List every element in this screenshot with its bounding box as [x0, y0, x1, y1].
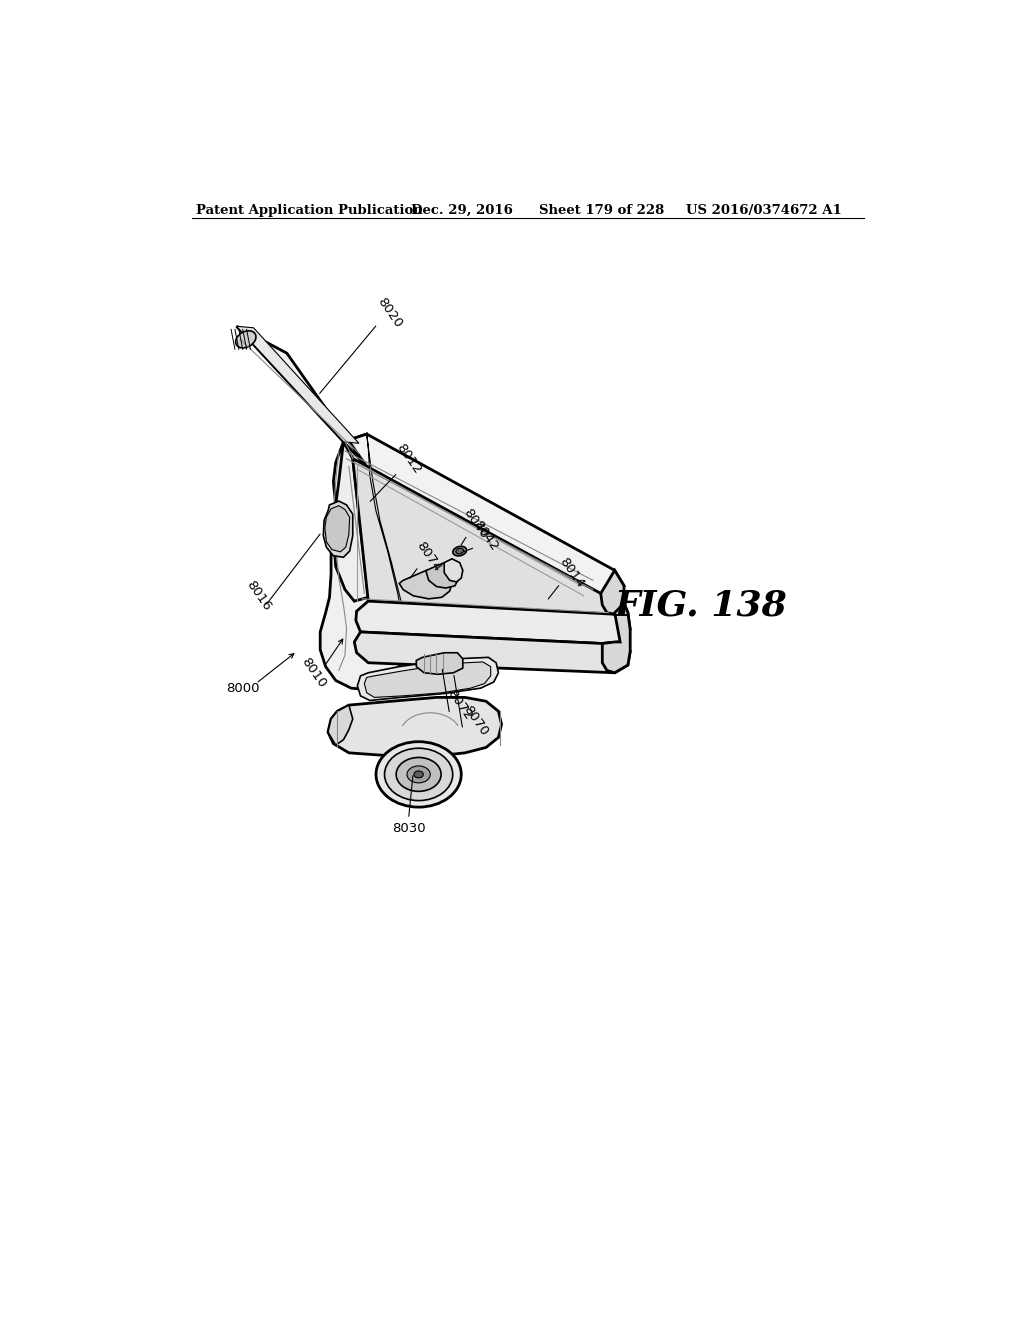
- Ellipse shape: [236, 331, 256, 348]
- Text: 8010: 8010: [299, 655, 329, 690]
- Text: FIG. 138: FIG. 138: [615, 587, 787, 622]
- Text: 8040: 8040: [460, 506, 490, 541]
- Polygon shape: [328, 697, 502, 756]
- Polygon shape: [426, 562, 460, 589]
- Text: Patent Application Publication: Patent Application Publication: [197, 205, 423, 218]
- Text: 8042: 8042: [471, 519, 501, 553]
- Polygon shape: [352, 459, 624, 614]
- Text: 8016: 8016: [244, 578, 273, 614]
- Polygon shape: [237, 326, 359, 444]
- Text: Dec. 29, 2016: Dec. 29, 2016: [411, 205, 513, 218]
- Ellipse shape: [376, 742, 461, 807]
- Polygon shape: [343, 434, 624, 594]
- Polygon shape: [325, 506, 349, 552]
- Text: 8012: 8012: [393, 441, 424, 477]
- Polygon shape: [328, 705, 352, 744]
- Polygon shape: [399, 570, 452, 599]
- Ellipse shape: [453, 546, 467, 556]
- Text: 8074: 8074: [414, 540, 443, 574]
- Text: 8014: 8014: [556, 556, 587, 590]
- Polygon shape: [601, 570, 624, 614]
- Text: 8020: 8020: [375, 294, 404, 330]
- Polygon shape: [354, 632, 630, 673]
- Text: Sheet 179 of 228: Sheet 179 of 228: [539, 205, 664, 218]
- Polygon shape: [417, 653, 463, 675]
- Polygon shape: [334, 442, 369, 601]
- Text: 8072: 8072: [444, 688, 475, 722]
- Polygon shape: [602, 603, 630, 673]
- Polygon shape: [356, 601, 630, 644]
- Polygon shape: [357, 657, 499, 701]
- Text: 8070: 8070: [460, 704, 490, 738]
- Polygon shape: [365, 663, 490, 697]
- Polygon shape: [237, 326, 367, 466]
- Ellipse shape: [414, 771, 423, 777]
- Ellipse shape: [396, 758, 441, 792]
- Ellipse shape: [456, 548, 464, 554]
- Polygon shape: [444, 558, 463, 582]
- Ellipse shape: [407, 766, 430, 783]
- Text: 8030: 8030: [392, 822, 425, 834]
- Polygon shape: [324, 502, 352, 557]
- Text: US 2016/0374672 A1: US 2016/0374672 A1: [686, 205, 842, 218]
- Polygon shape: [321, 434, 403, 689]
- Ellipse shape: [385, 748, 453, 800]
- Text: 8000: 8000: [226, 681, 259, 694]
- Polygon shape: [367, 434, 403, 692]
